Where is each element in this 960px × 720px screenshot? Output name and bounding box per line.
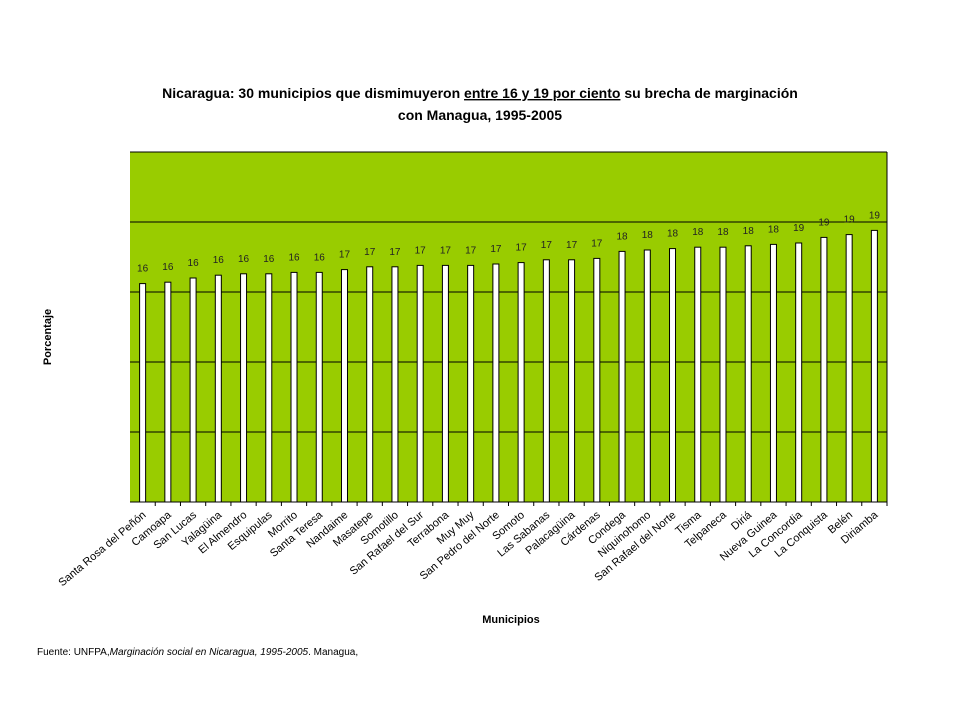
bar: [340, 269, 348, 503]
data-label: 17: [566, 240, 578, 251]
bar: [240, 273, 248, 503]
data-label: 17: [490, 244, 502, 255]
bar: [593, 257, 601, 503]
data-label: 17: [541, 240, 553, 251]
chart-title: con Managua, 1995-2005: [398, 107, 562, 123]
bar: [744, 245, 752, 503]
bar: [669, 248, 677, 503]
bar: [568, 259, 576, 503]
data-label: 17: [389, 247, 401, 258]
data-label: 16: [137, 264, 149, 275]
bar: [492, 263, 500, 503]
data-label: 17: [339, 250, 351, 261]
data-label: 17: [465, 245, 477, 256]
data-label: 16: [162, 262, 174, 273]
bar: [164, 281, 172, 503]
data-label: 18: [743, 226, 755, 237]
data-label: 18: [768, 224, 780, 235]
data-label: 17: [516, 243, 528, 254]
data-label: 16: [288, 252, 300, 263]
title-part: su brecha de marginación: [620, 85, 797, 101]
data-label: 18: [717, 227, 729, 238]
bar: [441, 264, 449, 503]
bar: [139, 283, 147, 503]
bar: [265, 273, 273, 503]
bar: [694, 246, 702, 503]
data-label: 17: [364, 247, 376, 258]
bar: [315, 271, 323, 503]
bar: [643, 249, 651, 503]
data-label: 19: [793, 223, 805, 234]
title-part: entre 16 y 19 por ciento: [464, 85, 620, 101]
x-tick-label: Santa Rosa del Peñón: [56, 509, 148, 589]
bar: [618, 250, 626, 503]
source-note: Fuente: UNFPA,Marginación social en Nica…: [37, 647, 358, 658]
source-part: . Managua,: [308, 647, 358, 658]
bar: [416, 264, 424, 503]
data-label: 16: [263, 254, 275, 265]
data-label: 17: [415, 245, 427, 256]
data-label: 18: [616, 231, 628, 242]
data-label: 16: [213, 255, 225, 266]
data-label: 19: [869, 210, 881, 221]
y-axis-label: Porcentaje: [42, 309, 54, 365]
data-label: 18: [642, 230, 654, 241]
bar: [870, 229, 878, 503]
bar: [769, 243, 777, 503]
bar: [366, 266, 374, 503]
bar: [719, 246, 727, 503]
source-part: Fuente: UNFPA,: [37, 647, 110, 658]
bar: [820, 236, 828, 503]
data-label: 16: [188, 258, 200, 269]
source-part: Marginación social en Nicaragua, 1995-20…: [110, 647, 309, 658]
bar: [795, 242, 803, 503]
plot-background: [130, 152, 887, 502]
chart-title: Nicaragua: 30 municipios que dismimuyero…: [162, 85, 798, 101]
bar: [391, 266, 399, 503]
data-label: 19: [844, 215, 856, 226]
bar: [214, 274, 222, 503]
bar: [467, 264, 475, 503]
bar: [845, 234, 853, 503]
x-axis-label: Municipios: [482, 614, 539, 626]
data-label: 19: [818, 217, 830, 228]
bar: [517, 262, 525, 503]
bar: [189, 277, 197, 503]
data-label: 17: [591, 238, 603, 249]
bar: [542, 259, 550, 503]
data-label: 16: [314, 252, 326, 263]
data-label: 18: [667, 229, 679, 240]
data-label: 17: [440, 245, 452, 256]
title-part: Nicaragua: 30 municipios que dismimuyero…: [162, 85, 464, 101]
data-label: 18: [692, 227, 704, 238]
data-label: 16: [238, 254, 250, 265]
bar: [290, 271, 298, 503]
